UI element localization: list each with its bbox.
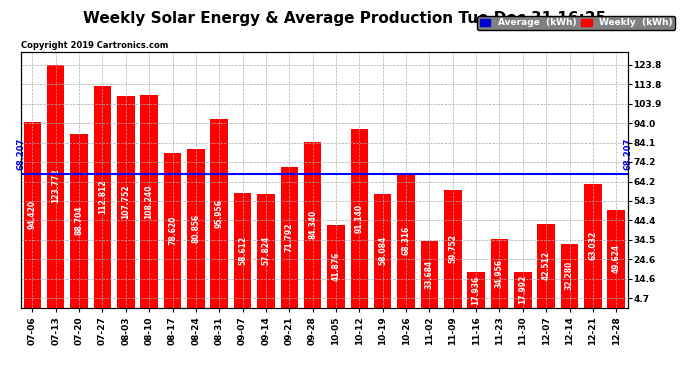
Bar (351, 129, 368, 308)
Bar (70, 134, 88, 308)
Bar (187, 149, 205, 308)
Legend: Average  (kWh), Weekly  (kWh): Average (kWh), Weekly (kWh) (477, 16, 675, 30)
Text: 17.936: 17.936 (471, 275, 481, 304)
Text: 84.340: 84.340 (308, 210, 317, 239)
Bar (561, 244, 578, 308)
Bar (327, 225, 345, 308)
Bar (164, 153, 181, 308)
Bar (234, 192, 251, 308)
Text: 33.684: 33.684 (425, 260, 434, 289)
Text: 58.084: 58.084 (378, 236, 387, 265)
Text: 58.612: 58.612 (238, 236, 247, 265)
Bar (281, 166, 298, 308)
Text: 42.512: 42.512 (542, 251, 551, 280)
Bar (304, 142, 322, 308)
Text: 95.956: 95.956 (215, 199, 224, 228)
Text: 108.240: 108.240 (145, 184, 154, 219)
Text: 68.316: 68.316 (402, 226, 411, 255)
Bar (538, 224, 555, 308)
Text: 41.876: 41.876 (331, 252, 340, 281)
Bar (514, 272, 531, 308)
Text: 63.032: 63.032 (589, 231, 598, 260)
Text: 107.752: 107.752 (121, 184, 130, 219)
Text: 94.420: 94.420 (28, 200, 37, 230)
Text: 112.812: 112.812 (98, 180, 107, 214)
Bar (491, 239, 509, 308)
Bar (467, 272, 485, 308)
Text: 71.792: 71.792 (285, 222, 294, 252)
Text: 57.824: 57.824 (262, 236, 270, 266)
Text: 32.280: 32.280 (565, 261, 574, 291)
Bar (47, 65, 64, 308)
Text: 91.140: 91.140 (355, 204, 364, 232)
Text: 88.704: 88.704 (75, 206, 83, 235)
Bar (94, 86, 111, 308)
Text: 49.624: 49.624 (612, 244, 621, 273)
Bar (397, 174, 415, 308)
Text: 68.207: 68.207 (16, 138, 26, 170)
Text: 80.856: 80.856 (191, 214, 200, 243)
Text: 59.752: 59.752 (448, 234, 457, 263)
Text: 68.207: 68.207 (623, 138, 633, 170)
Text: Copyright 2019 Cartronics.com: Copyright 2019 Cartronics.com (21, 41, 168, 50)
Text: Weekly Solar Energy & Average Production Tue Dec 31 16:25: Weekly Solar Energy & Average Production… (83, 11, 607, 26)
Bar (210, 119, 228, 308)
Bar (374, 194, 391, 308)
Bar (607, 210, 625, 308)
Text: 123.772: 123.772 (51, 169, 60, 203)
Bar (444, 190, 462, 308)
Bar (421, 242, 438, 308)
Text: 78.620: 78.620 (168, 216, 177, 245)
Text: 17.992: 17.992 (518, 275, 527, 304)
Bar (23, 122, 41, 308)
Text: 34.956: 34.956 (495, 259, 504, 288)
Bar (140, 95, 158, 308)
Bar (257, 194, 275, 308)
Bar (584, 184, 602, 308)
Bar (117, 96, 135, 308)
